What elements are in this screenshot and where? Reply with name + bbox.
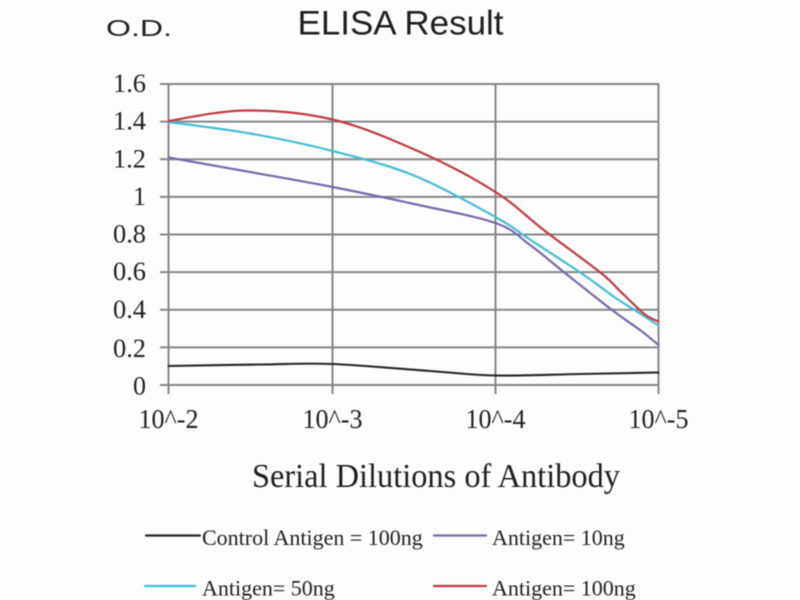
svg-text:10^-2: 10^-2	[139, 404, 199, 434]
svg-text:10^-4: 10^-4	[466, 404, 526, 434]
svg-text:1.4: 1.4	[113, 107, 146, 136]
svg-text:O.D.: O.D.	[106, 15, 172, 41]
svg-text:10^-3: 10^-3	[303, 404, 363, 434]
svg-text:10^-5: 10^-5	[629, 404, 689, 434]
svg-text:1.2: 1.2	[113, 144, 146, 173]
svg-text:1.6: 1.6	[113, 69, 146, 98]
svg-text:0.8: 0.8	[113, 220, 146, 249]
svg-text:0.6: 0.6	[113, 257, 146, 286]
svg-text:Serial Dilutions of Antibody: Serial Dilutions of Antibody	[252, 458, 620, 495]
svg-text:ELISA Result: ELISA Result	[298, 5, 505, 43]
svg-text:Antigen= 50ng: Antigen= 50ng	[202, 576, 335, 600]
svg-text:Control Antigen = 100ng: Control Antigen = 100ng	[202, 525, 423, 550]
svg-text:1: 1	[133, 182, 146, 211]
svg-text:0.4: 0.4	[113, 295, 146, 324]
svg-text:0.2: 0.2	[113, 334, 146, 363]
svg-text:Antigen= 10ng: Antigen= 10ng	[492, 525, 625, 550]
svg-text:Antigen= 100ng: Antigen= 100ng	[492, 576, 636, 600]
svg-text:0: 0	[133, 371, 146, 400]
